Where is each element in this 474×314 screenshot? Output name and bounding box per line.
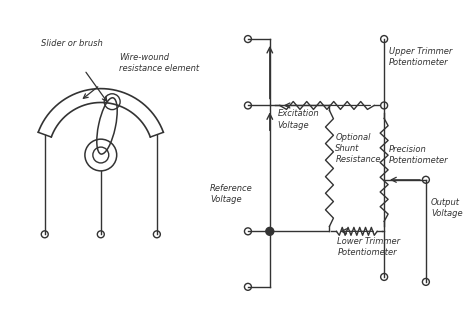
- Text: Precision
Potentiometer: Precision Potentiometer: [389, 145, 449, 165]
- Circle shape: [266, 227, 274, 235]
- Text: Lower Trimmer
Potentiometer: Lower Trimmer Potentiometer: [337, 237, 401, 257]
- Text: Excitation
Voltage: Excitation Voltage: [278, 109, 319, 129]
- Text: Upper Trimmer
Potentiometer: Upper Trimmer Potentiometer: [389, 47, 453, 67]
- Text: Optional
Shunt
Resistance: Optional Shunt Resistance: [336, 133, 381, 165]
- Text: Output
Voltage: Output Voltage: [431, 198, 463, 218]
- Text: Slider or brush: Slider or brush: [41, 39, 103, 48]
- Text: Wire-wound
resistance element: Wire-wound resistance element: [118, 53, 199, 73]
- Text: Reference
Voltage: Reference Voltage: [210, 184, 253, 204]
